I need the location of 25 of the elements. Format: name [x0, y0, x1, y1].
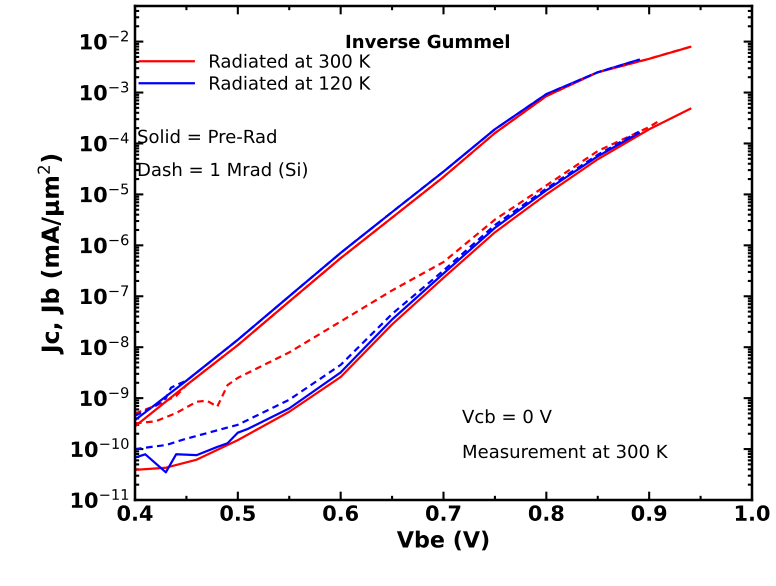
x-tick-label: 0.7	[426, 505, 460, 521]
y-tick-label: 10$^{−10}$	[72, 438, 129, 458]
annotation: Dash = 1 Mrad (Si)	[138, 162, 307, 178]
y-tick-label: 10$^{−9}$	[81, 387, 128, 406]
text: Inverse Gummel	[346, 34, 509, 48]
legend-label: Radiated at 120 K	[210, 76, 371, 90]
x-tick-label: 0.8	[528, 505, 564, 521]
x-axis-title: Vbe (V)	[396, 530, 488, 550]
x-tick-label: 0.9	[632, 505, 666, 521]
y-tick-label: 10$^{−3}$	[81, 81, 128, 101]
annotation: Solid = Pre-Rad	[138, 129, 276, 144]
y-tick-label: 10$^{−2}$	[81, 30, 128, 50]
line-series	[135, 108, 692, 472]
legend-label: Radiated at 300 K	[210, 54, 371, 68]
annotation: Vcb = 0 V	[462, 409, 552, 424]
y-tick-label: 10$^{−7}$	[81, 285, 128, 304]
y-axis-title: Jc, Jb (mA/μm$^{2}$)	[38, 154, 64, 355]
y-tick-label: 10$^{−6}$	[81, 234, 128, 254]
x-tick-label: 0.6	[323, 505, 358, 521]
x-tick-label: 0.5	[220, 505, 255, 521]
y-tick-label: 10$^{−5}$	[81, 184, 128, 202]
annotation: Measurement at 300 K	[464, 444, 668, 458]
x-tick-label: 1.0	[736, 505, 770, 521]
y-tick-label: 10$^{−4}$	[81, 132, 129, 152]
y-tick-label: 10$^{−8}$	[81, 336, 128, 356]
